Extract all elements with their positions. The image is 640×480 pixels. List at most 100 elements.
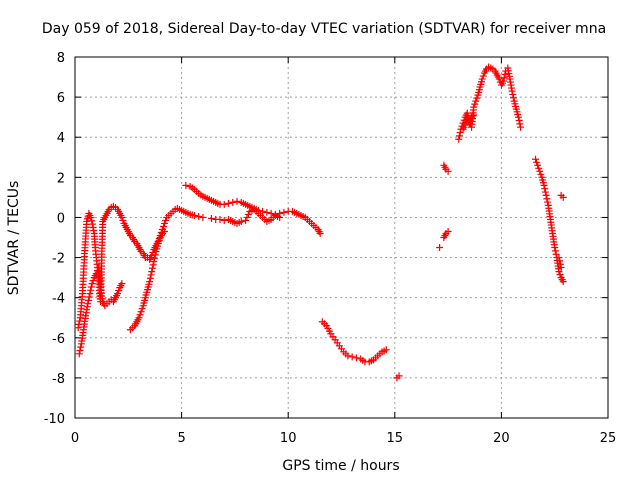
- data-point: [543, 195, 551, 203]
- x-tick-label: 0: [71, 431, 79, 446]
- data-point: [87, 283, 95, 291]
- data-point: [501, 70, 509, 78]
- data-point: [444, 167, 452, 175]
- data-point: [195, 212, 203, 220]
- data-point: [465, 119, 473, 127]
- data-point: [455, 135, 463, 143]
- data-point: [225, 199, 233, 207]
- data-point: [544, 198, 552, 206]
- data-point: [516, 120, 524, 128]
- x-tick-label: 20: [493, 431, 510, 446]
- data-point: [500, 77, 508, 85]
- data-point: [556, 271, 564, 279]
- data-point: [138, 305, 146, 313]
- data-point: [478, 75, 486, 83]
- data-point: [118, 280, 126, 288]
- data-point: [533, 158, 541, 166]
- data-point: [161, 219, 169, 227]
- data-point: [540, 181, 548, 189]
- data-point: [237, 217, 245, 225]
- plot-frame: [74, 56, 609, 419]
- data-point: [559, 278, 567, 286]
- data-point: [75, 350, 83, 358]
- data-point: [551, 247, 559, 255]
- data-point: [162, 216, 170, 224]
- data-point: [119, 216, 127, 224]
- data-point: [276, 213, 284, 221]
- data-point: [84, 300, 92, 308]
- data-point: [85, 293, 93, 301]
- data-point: [532, 155, 540, 163]
- data-point: [220, 216, 228, 224]
- data-point: [461, 121, 469, 129]
- data-point: [244, 210, 252, 218]
- data-point: [148, 268, 156, 276]
- data-point: [395, 372, 403, 380]
- data-point: [455, 132, 463, 140]
- data-point: [542, 191, 550, 199]
- data-point: [515, 117, 523, 125]
- data-point: [509, 90, 517, 98]
- data-point: [559, 193, 567, 201]
- x-axis-title: GPS time / hours: [282, 458, 399, 474]
- data-point: [344, 352, 352, 360]
- y-tick-label: 6: [57, 91, 65, 106]
- data-point: [537, 170, 545, 178]
- data-point: [352, 354, 360, 362]
- data-point: [541, 188, 549, 196]
- data-point: [495, 75, 503, 83]
- data-point: [243, 213, 251, 221]
- data-point: [509, 94, 517, 102]
- axis-ticks: [74, 56, 609, 419]
- data-point: [470, 111, 478, 119]
- data-point: [517, 123, 525, 131]
- x-tick-label: 10: [280, 431, 297, 446]
- data-point: [147, 271, 155, 279]
- data-point: [263, 208, 271, 216]
- data-point: [161, 227, 169, 235]
- y-tick-label: 2: [57, 171, 65, 186]
- data-point: [466, 116, 474, 124]
- chart-title: Day 059 of 2018, Sidereal Day-to-day VTE…: [42, 21, 606, 37]
- data-point: [556, 257, 564, 265]
- data-points: [74, 63, 567, 382]
- data-point: [444, 227, 452, 235]
- data-point: [471, 100, 479, 108]
- data-point: [470, 103, 478, 111]
- data-point: [199, 213, 207, 221]
- data-point: [136, 311, 144, 319]
- data-point: [216, 215, 224, 223]
- data-point: [155, 237, 163, 245]
- data-point: [534, 161, 542, 169]
- data-point: [473, 94, 481, 102]
- data-point: [479, 72, 487, 80]
- y-axis-title: SDTVAR / TECUs: [6, 181, 22, 296]
- data-point: [535, 164, 543, 172]
- data-point: [159, 222, 167, 230]
- data-point: [118, 213, 126, 221]
- x-tick-label: 5: [177, 431, 185, 446]
- data-point: [115, 287, 123, 295]
- data-point: [154, 240, 162, 248]
- data-point: [348, 353, 356, 361]
- data-point: [233, 197, 241, 205]
- data-point: [551, 244, 559, 252]
- data-point: [436, 244, 444, 252]
- y-tick-label: -8: [52, 372, 65, 387]
- data-point: [135, 314, 143, 322]
- data-point: [514, 113, 522, 121]
- data-point: [500, 74, 508, 82]
- data-point: [77, 343, 85, 351]
- y-tick-label: -2: [52, 252, 65, 267]
- data-point: [89, 277, 97, 285]
- data-point: [76, 346, 84, 354]
- data-point: [182, 181, 190, 189]
- y-tick-label: -10: [44, 412, 65, 427]
- y-tick-label: 8: [57, 51, 65, 66]
- data-point: [146, 278, 154, 286]
- data-point: [146, 274, 154, 282]
- data-point: [207, 214, 215, 222]
- data-point: [259, 207, 267, 215]
- data-point: [242, 216, 250, 224]
